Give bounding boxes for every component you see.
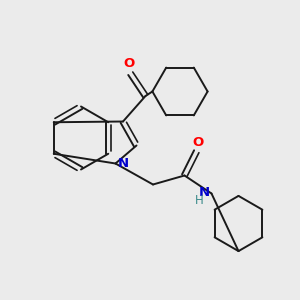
Text: N: N [118,157,129,170]
Text: O: O [193,136,204,148]
Text: O: O [124,57,135,70]
Text: N: N [199,186,210,199]
Text: H: H [194,194,203,207]
